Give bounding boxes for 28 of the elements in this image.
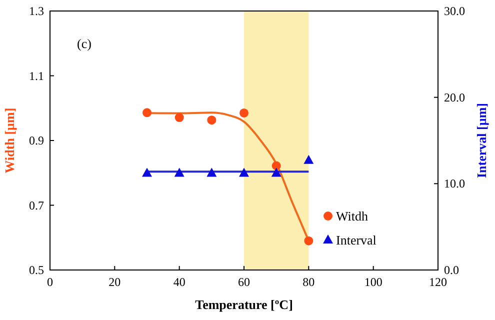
point — [142, 108, 152, 118]
y2-tick-label: 10.0 — [444, 176, 465, 191]
x-tick-label: 120 — [429, 275, 447, 289]
x-axis-title: Temperature [ºC] — [195, 297, 293, 312]
x-tick-label: 20 — [108, 275, 121, 289]
point — [272, 161, 281, 170]
x-tick-label: 100 — [364, 275, 382, 289]
y-tick-label: 1.3 — [29, 4, 44, 18]
y2-axis-title: Interval [µm] — [474, 103, 489, 178]
y-tick-label: 0.5 — [29, 263, 44, 277]
x-tick-label: 60 — [238, 275, 250, 289]
x-tick-label: 80 — [302, 275, 315, 289]
point — [174, 113, 184, 122]
point — [240, 108, 248, 118]
y-tick-label: 0.7 — [29, 198, 44, 212]
y-axis-title: Width [µm] — [2, 108, 17, 174]
y2-tick-label: 30.0 — [444, 4, 465, 18]
y-tick-label: 1.1 — [29, 68, 44, 83]
x-tick-label: 40 — [173, 275, 186, 289]
point — [304, 236, 314, 246]
point — [207, 116, 216, 125]
y-tick-label: 0.9 — [29, 134, 44, 148]
y2-tick-label: 20.0 — [444, 90, 465, 104]
x-tick-label: 0 — [47, 275, 53, 289]
legend-label: Interval — [336, 232, 377, 248]
annotation: (c) — [77, 36, 92, 51]
legend-label: Witdh — [336, 208, 368, 224]
y2-tick-label: 0.0 — [444, 263, 459, 277]
